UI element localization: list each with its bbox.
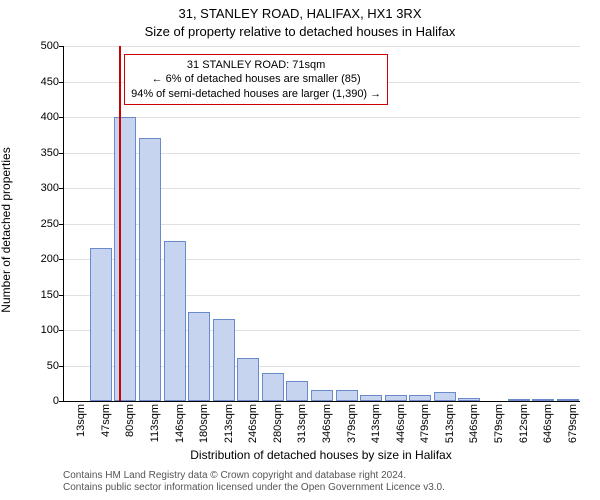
histogram-bar (90, 248, 112, 401)
histogram-bar (188, 312, 210, 401)
y-tick-label: 50 (19, 360, 59, 372)
histogram-bar (360, 395, 382, 401)
histogram-bar (385, 395, 407, 401)
y-tick-label: 200 (19, 253, 59, 265)
size-marker-line (119, 46, 121, 401)
caption-line-1: Contains HM Land Registry data © Crown c… (63, 470, 579, 482)
y-tick-label: 450 (19, 76, 59, 88)
histogram-bar (286, 381, 308, 401)
histogram-bar (434, 392, 456, 401)
y-tick-label: 150 (19, 289, 59, 301)
y-tick-label: 250 (19, 218, 59, 230)
chart-title-main: 31, STANLEY ROAD, HALIFAX, HX1 3RX (0, 6, 600, 21)
histogram-bar (114, 117, 136, 401)
histogram-bar (164, 241, 186, 401)
histogram-bar (532, 399, 554, 401)
caption-line-2: Contains public sector information licen… (63, 482, 579, 494)
chart-container: 31, STANLEY ROAD, HALIFAX, HX1 3RX Size … (0, 0, 600, 500)
y-tick-label: 350 (19, 147, 59, 159)
chart-title-sub: Size of property relative to detached ho… (0, 24, 600, 39)
histogram-bar (237, 358, 259, 401)
y-tick-label: 400 (19, 111, 59, 123)
gridline (64, 46, 580, 47)
callout-line-2: ← 6% of detached houses are smaller (85) (131, 72, 381, 86)
histogram-bar (262, 373, 284, 401)
histogram-bar (336, 390, 358, 401)
histogram-bar (311, 390, 333, 401)
histogram-bar (409, 395, 431, 401)
marker-callout: 31 STANLEY ROAD: 71sqm ← 6% of detached … (124, 54, 388, 105)
y-tick-label: 100 (19, 324, 59, 336)
histogram-bar (213, 319, 235, 401)
chart-caption: Contains HM Land Registry data © Crown c… (63, 470, 579, 494)
y-tick-label: 300 (19, 182, 59, 194)
y-tick-label: 0 (19, 395, 59, 407)
callout-line-1: 31 STANLEY ROAD: 71sqm (131, 58, 381, 72)
histogram-bar (508, 399, 530, 401)
x-axis-label: Distribution of detached houses by size … (63, 448, 579, 462)
callout-line-3: 94% of semi-detached houses are larger (… (131, 87, 381, 101)
gridline (64, 117, 580, 118)
histogram-bar (458, 398, 480, 401)
histogram-bar (139, 138, 161, 401)
histogram-bar (557, 399, 579, 401)
y-tick-label: 500 (19, 40, 59, 52)
